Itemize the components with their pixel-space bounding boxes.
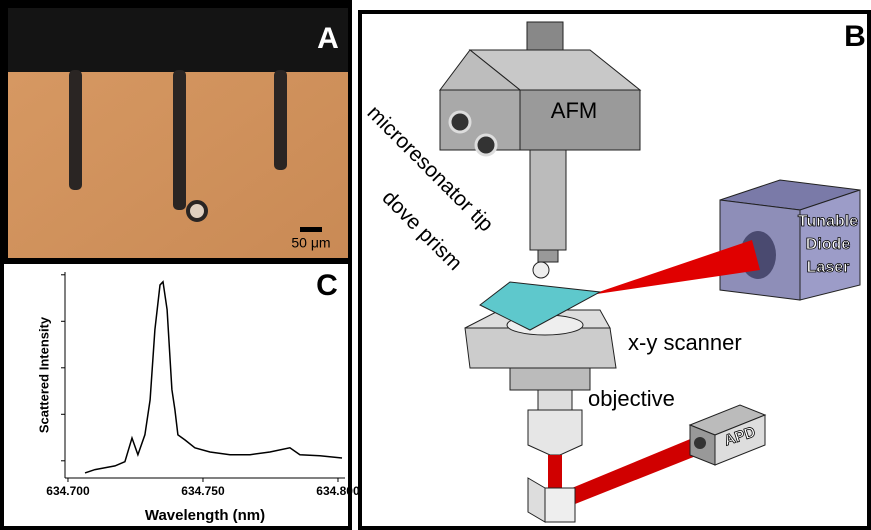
connector: [527, 22, 563, 50]
label-laser: Laser: [807, 259, 850, 276]
panel-a: 50 μm A: [0, 0, 352, 262]
chip-edge: [8, 8, 348, 72]
page: {"panels": { "a": {"label": "A", "scale_…: [0, 0, 871, 530]
label-objective: objective: [588, 386, 675, 411]
scale-bar: [300, 227, 322, 232]
label-scanner: x-y scanner: [628, 330, 742, 355]
tip: [533, 262, 549, 278]
cantilever: [69, 70, 82, 190]
panel-label: C: [316, 269, 338, 302]
panel-label: A: [317, 22, 339, 55]
panel-label: B: [844, 20, 866, 53]
panel-b: B AFM microresonator tip dove prism Tuna…: [360, 12, 869, 528]
microresonator: [188, 202, 206, 220]
tip-holder: [538, 250, 558, 262]
cantilever: [173, 70, 186, 210]
afm-shaft: [530, 150, 566, 250]
y-axis-label: Scattered Intensity: [36, 316, 51, 433]
knob: [476, 135, 496, 155]
label-laser: Diode: [806, 236, 851, 253]
x-tick-label: 634.800: [316, 484, 360, 498]
objective-body: [528, 410, 582, 455]
x-tick-label: 634.700: [46, 484, 90, 498]
scanner-base: [510, 368, 590, 390]
scale-label: 50 μm: [291, 235, 330, 251]
label-afm: AFM: [551, 98, 597, 123]
mirror: [545, 488, 575, 522]
cantilever: [274, 70, 287, 170]
x-tick-label: 634.750: [181, 484, 225, 498]
knob: [450, 112, 470, 132]
figure: 50 μm A C 634.700 634.750 634.800 Wavelengt…: [0, 0, 871, 530]
label-laser: Tunable: [798, 213, 858, 230]
apd-aperture: [694, 437, 706, 449]
objective-top: [538, 390, 572, 410]
x-axis-label: Wavelength (nm): [145, 507, 265, 524]
